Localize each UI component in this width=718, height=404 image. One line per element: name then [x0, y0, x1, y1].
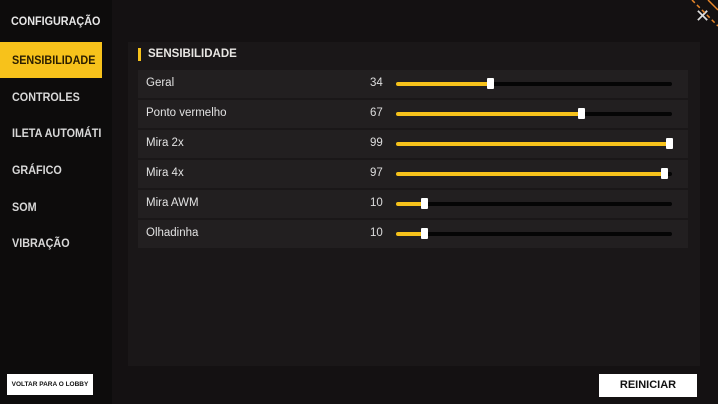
slider-track[interactable]: [396, 168, 672, 179]
slider-label: Mira 4x: [146, 167, 184, 179]
slider-fill: [396, 202, 424, 206]
slider-fill: [396, 232, 424, 236]
slider-fill: [396, 142, 670, 146]
slider-value: 67: [370, 107, 383, 119]
slider-label: Ponto vermelho: [146, 107, 227, 119]
slider-label: Mira 2x: [146, 137, 184, 149]
panel-heading: SENSIBILIDADE: [138, 48, 237, 61]
slider-fill: [396, 172, 664, 176]
slider-handle[interactable]: [486, 78, 494, 89]
reset-button[interactable]: REINICIAR: [599, 374, 697, 397]
slider-value: 10: [370, 227, 383, 239]
slider-row: Geral 34: [138, 70, 688, 98]
slider-track[interactable]: [396, 228, 672, 239]
slider-handle[interactable]: [420, 228, 428, 239]
back-to-lobby-button[interactable]: VOLTAR PARA O LOBBY: [7, 374, 93, 395]
slider-handle[interactable]: [660, 168, 668, 179]
sidebar-item-grafico[interactable]: GRÁFICO: [12, 163, 62, 177]
slider-track[interactable]: [396, 138, 674, 149]
slider-label: Olhadinha: [146, 227, 199, 239]
slider-value: 10: [370, 197, 383, 209]
slider-label: Geral: [146, 77, 175, 89]
slider-row: Ponto vermelho 67: [138, 100, 688, 128]
sidebar-item-som[interactable]: SOM: [12, 200, 37, 214]
slider-row: Olhadinha 10: [138, 220, 688, 248]
sidebar-item-sensibilidade[interactable]: SENSIBILIDADE: [0, 42, 102, 78]
corner-decoration: [691, 0, 718, 27]
slider-fill: [396, 112, 581, 116]
settings-title: CONFIGURAÇÃO: [11, 14, 101, 28]
slider-handle[interactable]: [577, 108, 585, 119]
slider-track[interactable]: [396, 78, 672, 89]
slider-value: 97: [370, 167, 383, 179]
slider-handle[interactable]: [666, 138, 674, 149]
slider-track[interactable]: [396, 108, 672, 119]
slider-row: Mira AWM 10: [138, 190, 688, 218]
sidebar: CONFIGURAÇÃO SENSIBILIDADE CONTROLES ILE…: [0, 0, 112, 404]
close-icon[interactable]: ✕: [695, 6, 711, 26]
slider-fill: [396, 82, 490, 86]
slider-row: Mira 2x 99: [138, 130, 688, 158]
slider-label: Mira AWM: [146, 197, 199, 209]
sidebar-item-controles[interactable]: CONTROLES: [12, 90, 80, 104]
sidebar-item-vibracao[interactable]: VIBRAÇÃO: [12, 236, 70, 250]
slider-track[interactable]: [396, 198, 672, 209]
sidebar-item-auto-pickup[interactable]: ILETA AUTOMÁTI: [12, 126, 102, 140]
slider-row: Mira 4x 97: [138, 160, 688, 188]
slider-handle[interactable]: [420, 198, 428, 209]
slider-value: 34: [370, 77, 383, 89]
slider-value: 99: [370, 137, 383, 149]
sensitivity-panel: SENSIBILIDADE Geral 34 Ponto vermelho 67…: [128, 42, 700, 366]
